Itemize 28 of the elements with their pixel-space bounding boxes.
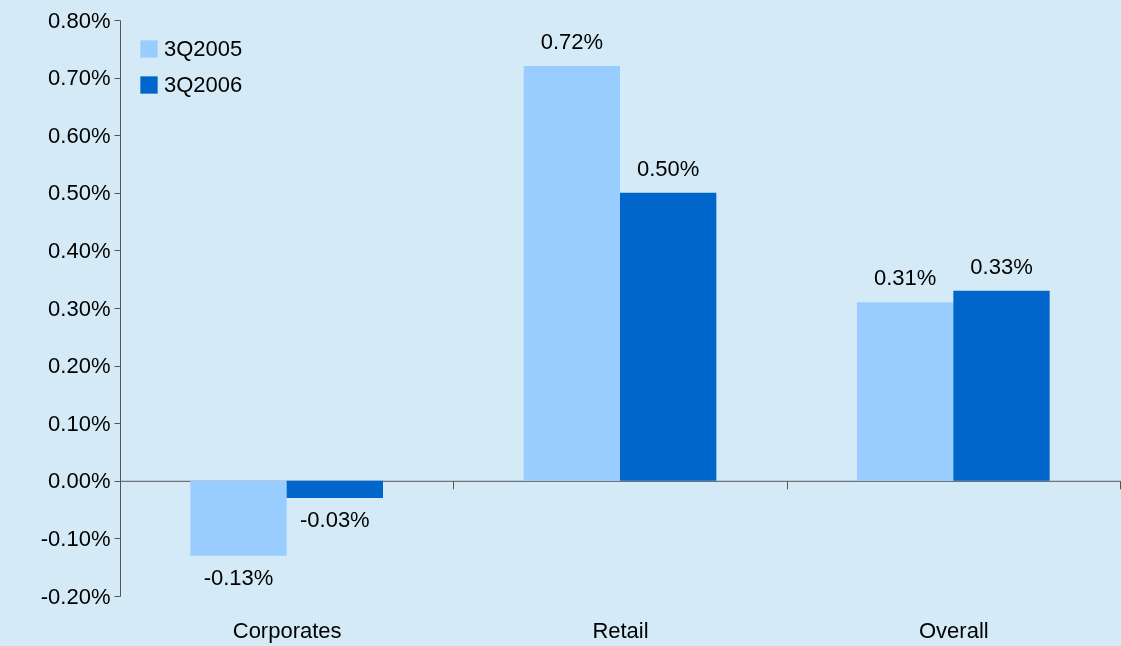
y-tick-label: -0.20% [40,583,111,609]
bar [953,290,1050,481]
y-tick-label: 0.80% [48,7,111,33]
y-tick-label: 0.40% [48,237,111,263]
bar [190,480,287,556]
bar [620,192,717,481]
legend-label: 3Q2005 [164,36,243,61]
x-tick-label: Overall [918,617,989,643]
y-tick-label: 0.70% [48,65,111,91]
y-tick-label: 0.60% [48,122,111,148]
y-tick-label: 0.20% [48,353,111,379]
bar [856,302,954,481]
data-label: 0.33% [970,253,1033,279]
bar [286,480,384,499]
data-label: 0.50% [636,155,700,181]
y-tick-label: 0.50% [48,180,111,206]
y-tick-label: -0.10% [40,525,111,551]
x-tick-label: Corporates [232,617,342,643]
data-label: -0.03% [299,507,370,533]
x-tick-label: Retail [592,617,649,643]
y-tick-label: 0.10% [48,410,111,436]
data-label: -0.13% [203,564,274,590]
y-tick-label: 0.00% [48,468,111,494]
data-label: 0.72% [540,29,604,55]
legend-label: 3Q2006 [164,72,243,97]
data-label: 0.31% [873,265,937,291]
y-tick-label: 0.30% [48,295,111,321]
bar [523,66,620,481]
